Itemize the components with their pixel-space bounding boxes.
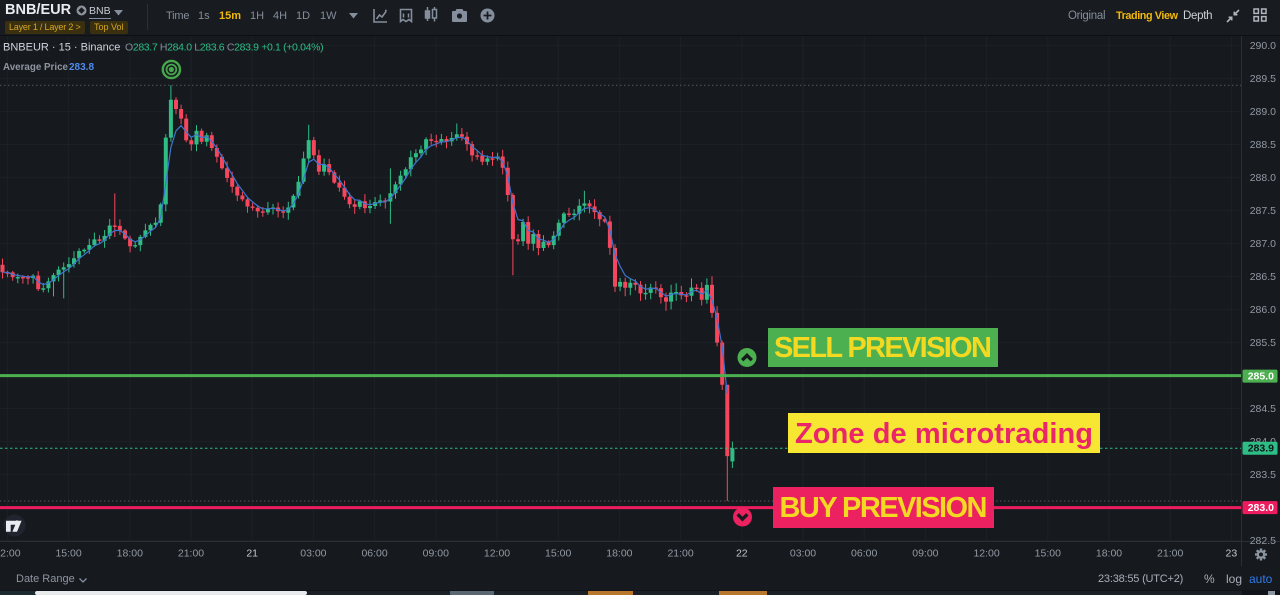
svg-text:BNBEUR · 15 · Binance: BNBEUR · 15 · Binance — [3, 42, 120, 54]
svg-text:22: 22 — [736, 548, 748, 560]
svg-text:289.0: 289.0 — [1250, 106, 1276, 118]
svg-text:Zone de microtrading: Zone de microtrading — [795, 418, 1093, 450]
svg-text:21:00: 21:00 — [667, 548, 693, 560]
svg-text:21:00: 21:00 — [1157, 548, 1183, 560]
svg-text:SELL PREVISION: SELL PREVISION — [774, 332, 992, 364]
svg-text:15:00: 15:00 — [545, 548, 571, 560]
svg-text:09:00: 09:00 — [912, 548, 938, 560]
svg-text:287.5: 287.5 — [1250, 205, 1276, 217]
svg-text:282.5: 282.5 — [1250, 535, 1276, 547]
svg-text:03:00: 03:00 — [300, 548, 326, 560]
svg-text:283.8: 283.8 — [69, 62, 94, 73]
svg-text:06:00: 06:00 — [361, 548, 387, 560]
svg-text:12:00: 12:00 — [484, 548, 510, 560]
svg-text:12:00: 12:00 — [973, 548, 999, 560]
svg-text:21:00: 21:00 — [178, 548, 204, 560]
svg-text:23: 23 — [1226, 548, 1238, 560]
svg-text:286.5: 286.5 — [1250, 271, 1276, 283]
svg-text:285.5: 285.5 — [1250, 337, 1276, 349]
svg-text:286.0: 286.0 — [1250, 304, 1276, 316]
svg-text:09:00: 09:00 — [423, 548, 449, 560]
svg-text:12:00: 12:00 — [0, 548, 21, 560]
svg-text:290.0: 290.0 — [1250, 40, 1276, 52]
svg-text:21: 21 — [246, 548, 258, 560]
svg-text:288.0: 288.0 — [1250, 172, 1276, 184]
svg-text:06:00: 06:00 — [851, 548, 877, 560]
svg-text:BUY PREVISION: BUY PREVISION — [780, 492, 988, 524]
svg-text:283.0: 283.0 — [1248, 502, 1274, 514]
svg-text:287.0: 287.0 — [1250, 238, 1276, 250]
svg-text:15:00: 15:00 — [55, 548, 81, 560]
svg-text:288.5: 288.5 — [1250, 139, 1276, 151]
svg-text:283.9: 283.9 — [1248, 443, 1274, 455]
svg-text:285.0: 285.0 — [1248, 371, 1274, 383]
svg-text:O283.7 H284.0 L283.6 C283.9 +0: O283.7 H284.0 L283.6 C283.9 +0.1 (+0.04%… — [125, 42, 323, 54]
svg-text:283.5: 283.5 — [1250, 469, 1276, 481]
svg-text:18:00: 18:00 — [606, 548, 632, 560]
svg-text:284.5: 284.5 — [1250, 403, 1276, 415]
svg-text:18:00: 18:00 — [1096, 548, 1122, 560]
svg-text:Average Price: Average Price — [3, 62, 69, 73]
svg-text:03:00: 03:00 — [790, 548, 816, 560]
svg-text:289.5: 289.5 — [1250, 73, 1276, 85]
svg-text:15:00: 15:00 — [1035, 548, 1061, 560]
svg-text:18:00: 18:00 — [117, 548, 143, 560]
